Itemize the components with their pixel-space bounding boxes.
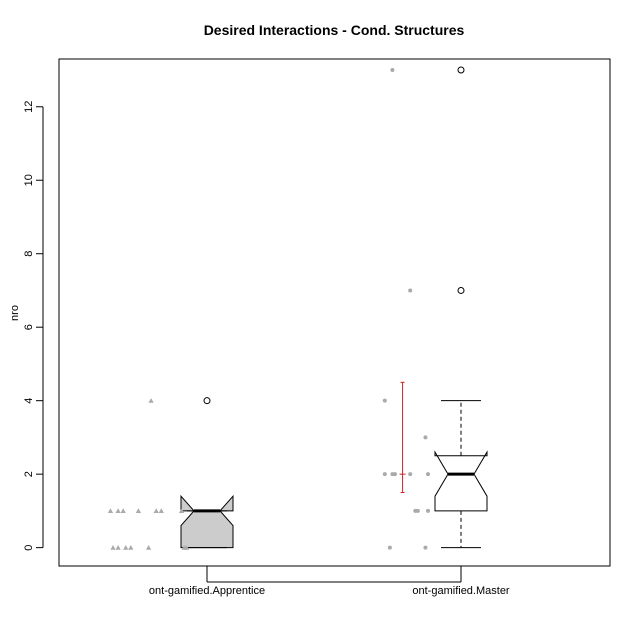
- strip-point: [128, 545, 134, 550]
- y-tick-label: 0: [23, 545, 35, 551]
- strip-point: [184, 545, 190, 550]
- strip-point: [179, 508, 185, 513]
- strip-point: [158, 508, 164, 513]
- strip-point: [115, 508, 121, 513]
- y-tick-label: 2: [23, 471, 35, 477]
- strip-point: [425, 508, 430, 513]
- strip-point: [423, 545, 428, 550]
- strip-point: [382, 472, 387, 477]
- strip-point: [145, 545, 152, 550]
- box-group: [180, 397, 234, 549]
- strip-point: [115, 545, 121, 550]
- strip-point: [153, 508, 159, 513]
- strip-point: [425, 472, 430, 477]
- strip-point: [387, 545, 392, 550]
- box-group: [434, 66, 488, 549]
- x-tick-label: ont-gamified.Apprentice: [149, 585, 265, 597]
- errorbar: [399, 381, 406, 494]
- box-body: [434, 450, 488, 512]
- strip-point: [107, 508, 114, 513]
- strip-point: [415, 508, 420, 513]
- y-tick-label: 8: [23, 251, 35, 257]
- strip-point: [120, 508, 126, 513]
- strip-point: [135, 508, 142, 513]
- outlier-point: [457, 66, 465, 74]
- strip-point: [392, 472, 397, 477]
- y-tick-label: 10: [23, 174, 35, 186]
- strip-point: [423, 435, 428, 440]
- strip-point: [408, 472, 413, 477]
- errorbars-layer: [399, 381, 406, 494]
- strip-point: [390, 68, 395, 73]
- y-tick-label: 6: [23, 324, 35, 330]
- box-body: [180, 494, 234, 549]
- plot-frame: [58, 58, 611, 567]
- strip-point: [123, 545, 129, 550]
- strip-point: [110, 545, 116, 550]
- y-axis-label: nro: [9, 305, 21, 321]
- strip-points-layer: [107, 68, 430, 550]
- boxes-layer: [180, 66, 488, 549]
- strip-point: [382, 398, 387, 403]
- chart-title: Desired Interactions - Cond. Structures: [204, 22, 465, 38]
- strip-point: [408, 288, 413, 293]
- y-tick-label: 4: [23, 398, 35, 404]
- x-tick-label: ont-gamified.Master: [412, 585, 510, 597]
- outlier-point: [457, 286, 465, 294]
- axes-layer: 0 2 4 6 8 10 12 ont-gamified.Apprentice ont-gami…: [23, 101, 510, 597]
- outlier-point: [203, 397, 211, 405]
- y-tick-label: 12: [23, 101, 35, 113]
- strip-point: [148, 398, 154, 403]
